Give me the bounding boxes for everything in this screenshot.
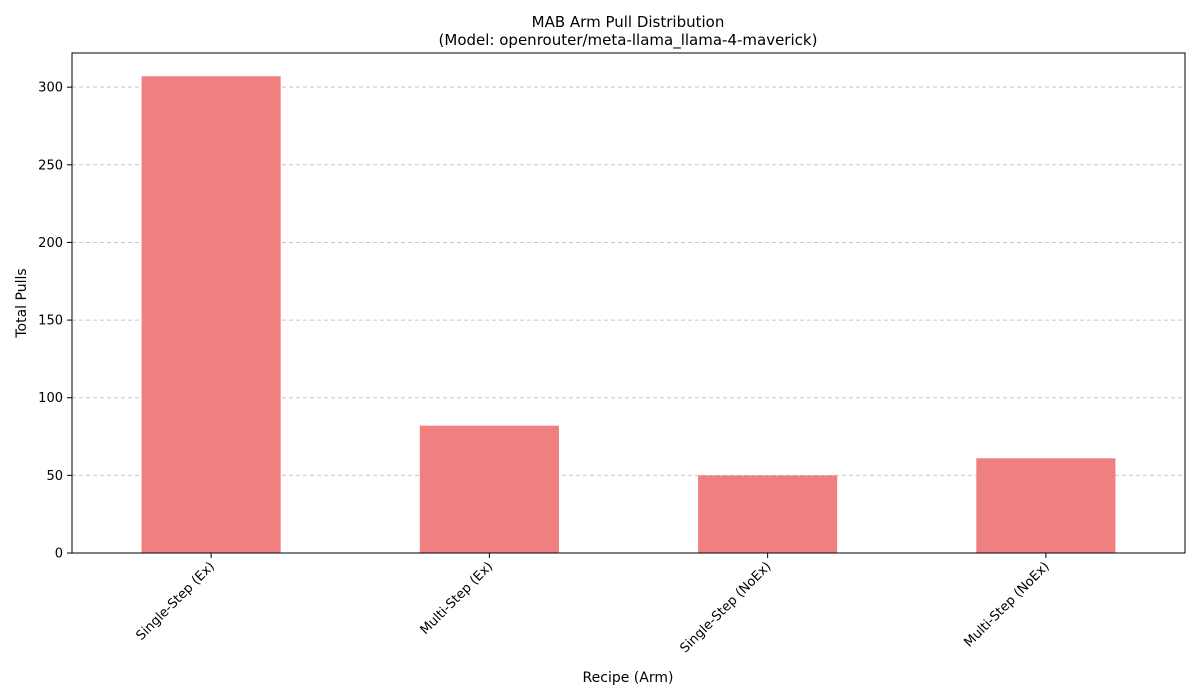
bar <box>698 475 838 553</box>
plot-frame <box>71 52 1186 554</box>
x-axis-label: Recipe (Arm) <box>583 670 674 686</box>
y-axis: 0 50 100 150 200 250 300 <box>38 81 72 562</box>
y-tick-label: 300 <box>38 81 63 96</box>
y-tick-label: 0 <box>55 547 63 562</box>
y-axis-label: Total Pulls <box>14 268 30 338</box>
bars <box>141 76 1116 553</box>
x-tick-label: Single-Step (NoEx) <box>677 559 774 656</box>
y-tick-label: 50 <box>46 469 63 484</box>
y-tick-label: 150 <box>38 314 63 329</box>
y-tick-label: 200 <box>38 236 63 251</box>
chart-subtitle: (Model: openrouter/meta-llama_llama-4-ma… <box>439 31 818 50</box>
bar <box>419 425 559 553</box>
bar <box>976 458 1116 553</box>
x-axis: Single-Step (Ex) Multi-Step (Ex) Single-St… <box>133 553 1053 656</box>
x-tick-label: Multi-Step (NoEx) <box>962 559 1053 650</box>
bar <box>141 76 281 553</box>
chart-title: MAB Arm Pull Distribution <box>532 13 725 31</box>
x-tick-label: Single-Step (Ex) <box>133 559 217 643</box>
y-tick-label: 100 <box>38 391 63 406</box>
y-tick-label: 250 <box>38 158 63 173</box>
x-tick-label: Multi-Step (Ex) <box>418 559 497 638</box>
